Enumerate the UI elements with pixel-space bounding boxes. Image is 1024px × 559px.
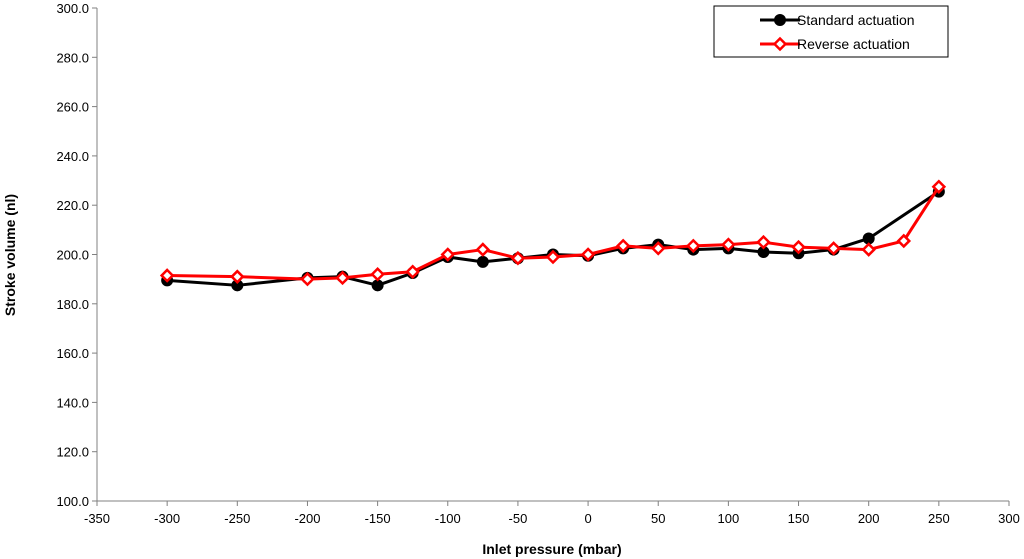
data-point [300,271,315,287]
data-point [756,234,771,250]
legend-marker [772,36,788,52]
data-point [686,238,701,254]
data-point [475,242,491,257]
data-point [405,264,420,280]
y-tick-label: 100.0 [56,494,89,509]
x-tick-label: -350 [84,511,110,526]
data-point [650,241,666,256]
data-point [159,268,175,283]
y-tick-label: 140.0 [56,395,89,410]
y-tick-label: 300.0 [56,1,89,16]
x-tick-label: 100 [718,511,740,526]
data-point [476,255,489,268]
y-axis-title: Stroke volume (nl) [2,194,18,316]
data-point [510,250,526,266]
x-tick-label: -200 [294,511,320,526]
y-tick-label: 180.0 [56,297,89,312]
data-point [545,249,561,265]
x-tick-label: 50 [651,511,665,526]
data-point [335,270,350,286]
y-tick-label: 120.0 [56,445,89,460]
legend: Standard actuation Reverse actuation [713,5,949,58]
data-point [791,239,806,255]
x-tick-label: 300 [998,511,1020,526]
data-point [615,238,631,254]
data-point [826,241,841,256]
y-tick-label: 240.0 [56,149,89,164]
legend-entry: Standard actuation [760,12,915,28]
x-tick-label: 0 [584,511,591,526]
y-tick-label: 220.0 [56,198,89,213]
data-point [370,266,385,282]
x-axis-title: Inlet pressure (mbar) [482,541,621,557]
series-line [167,190,940,287]
legend-label: Standard actuation [797,12,915,28]
y-tick-label: 200.0 [56,248,89,263]
data-point [440,247,456,262]
y-tick-label: 160.0 [56,346,89,361]
legend-label: Reverse actuation [797,36,910,52]
x-tick-label: -300 [154,511,180,526]
data-point [861,242,876,257]
data-point [580,247,596,262]
data-point [721,237,736,252]
legend-marker [774,14,786,26]
series-standard-actuation [161,185,945,292]
x-tick-label: -150 [365,511,391,526]
series-line [167,185,941,281]
x-tick-label: 200 [858,511,880,526]
legend-entry: Reverse actuation [760,36,910,52]
x-tick-label: -250 [224,511,250,526]
y-tick-label: 260.0 [56,100,89,115]
x-tick-label: -50 [509,511,528,526]
x-tick-label: -100 [435,511,461,526]
legend-entries: Standard actuation Reverse actuation [760,12,915,52]
legend-box [713,5,949,58]
x-axis: -350 -300 -250 -200 -150 -100 -50 0 50 100 150 200 2… [84,500,1020,526]
x-tick-label: 150 [788,511,810,526]
x-tick-label: 250 [928,511,950,526]
series-reverse-actuation [159,179,947,287]
data-point [896,233,912,249]
y-axis: 100.0 120.0 140.0 160.0 180.0 200.0 220.0 240.0… [56,1,98,509]
y-tick-label: 280.0 [56,50,89,65]
series-layer [159,179,947,292]
data-point [931,179,947,194]
data-point [230,269,245,284]
